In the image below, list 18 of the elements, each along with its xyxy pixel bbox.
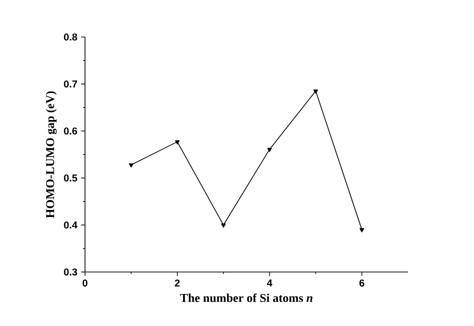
- y-tick-label: 0.4: [64, 221, 78, 229]
- point: [221, 223, 226, 228]
- x-tick-label: 0: [82, 280, 88, 287]
- point: [174, 140, 180, 144]
- point: [267, 148, 272, 152]
- point: [128, 163, 134, 168]
- x-axis-title: The number of Si atoms n: [180, 293, 312, 302]
- point: [313, 90, 318, 94]
- y-tick-label: 0.6: [64, 127, 78, 135]
- x-tick-label: 4: [266, 280, 272, 286]
- y-axis-title: HOMO-LUMO gap (eV): [46, 91, 57, 218]
- x-tick-label: 6: [359, 280, 364, 287]
- y-tick-label: 0.7: [64, 80, 78, 88]
- y-tick-label: 0.8: [64, 33, 78, 41]
- point: [360, 228, 364, 232]
- y-tick-label: 0.3: [64, 268, 78, 276]
- y-tick-label: 0.5: [64, 174, 78, 182]
- x-tick-label: 2: [174, 280, 180, 286]
